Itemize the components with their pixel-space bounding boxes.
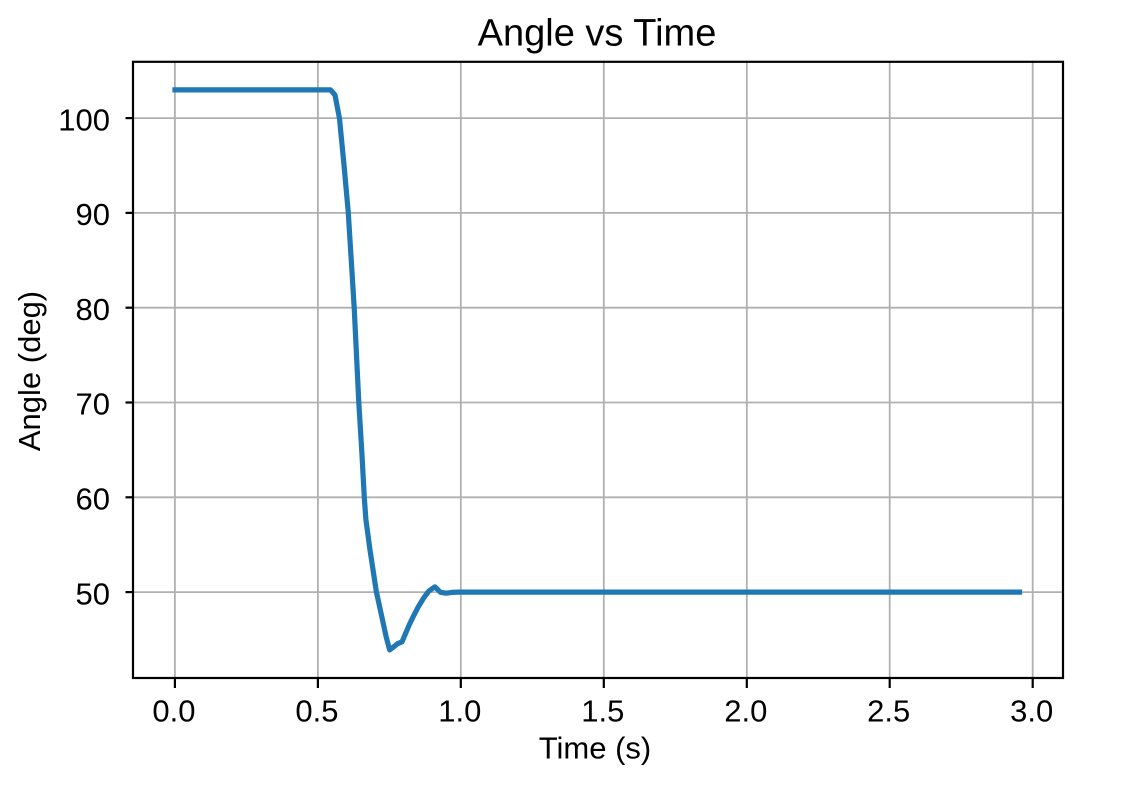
svg-text:Time (s): Time (s) <box>539 731 652 766</box>
svg-text:1.5: 1.5 <box>581 694 624 729</box>
svg-text:3.0: 3.0 <box>1010 694 1053 729</box>
svg-text:70: 70 <box>76 387 110 422</box>
svg-text:60: 60 <box>76 482 110 517</box>
svg-text:2.5: 2.5 <box>867 694 910 729</box>
svg-text:80: 80 <box>76 292 110 327</box>
svg-text:2.0: 2.0 <box>724 694 767 729</box>
svg-text:Angle vs Time: Angle vs Time <box>478 13 717 55</box>
svg-text:100: 100 <box>58 102 110 137</box>
svg-text:50: 50 <box>76 576 110 611</box>
svg-text:0.0: 0.0 <box>152 694 195 729</box>
svg-text:0.5: 0.5 <box>295 694 338 729</box>
svg-text:90: 90 <box>76 197 110 232</box>
svg-text:1.0: 1.0 <box>438 694 481 729</box>
svg-text:Angle (deg): Angle (deg) <box>12 291 47 451</box>
